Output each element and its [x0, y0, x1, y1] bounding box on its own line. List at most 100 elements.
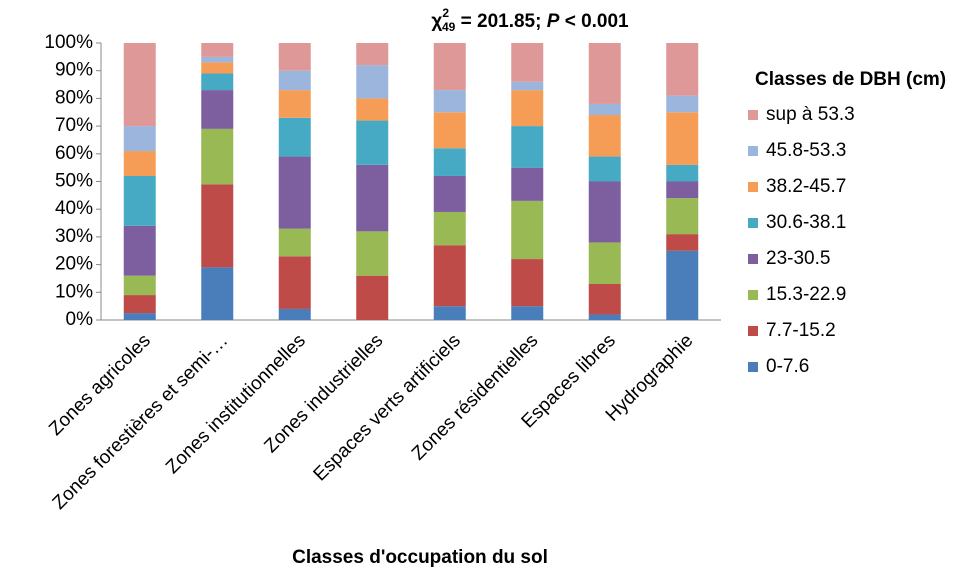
- bar-segment: [356, 231, 389, 276]
- y-tick-label: 100%: [44, 32, 93, 53]
- y-tick-label: 0%: [66, 309, 94, 330]
- x-axis-label: Classes d'occupation du sol: [292, 547, 548, 568]
- bar-segment: [511, 81, 544, 91]
- bar-segment: [666, 43, 699, 96]
- bar-segment: [123, 151, 156, 176]
- title-part: = 201.85;: [455, 11, 546, 32]
- bar-segment: [666, 250, 699, 320]
- bar-segment: [433, 211, 466, 246]
- bar-segment: [666, 198, 699, 235]
- y-tick-label: 90%: [55, 60, 93, 81]
- bar-segment: [511, 259, 544, 307]
- bar-segment: [278, 117, 311, 157]
- bar-segment: [278, 156, 311, 229]
- bar-segment: [201, 90, 234, 129]
- bar-segment: [588, 115, 621, 157]
- bar-segment: [123, 225, 156, 276]
- bar-segment: [356, 65, 389, 99]
- bar-segment: [123, 126, 156, 152]
- bar-segment: [201, 62, 234, 74]
- bar-segment: [433, 148, 466, 176]
- legend-swatch: [748, 146, 758, 156]
- y-tick-label: 50%: [55, 171, 93, 192]
- x-tick-label: Zones résidentielles: [408, 330, 542, 464]
- bar-segment: [123, 175, 156, 226]
- bar-segment: [201, 267, 234, 320]
- bar-segment: [278, 70, 311, 91]
- bar-segment: [201, 128, 234, 185]
- bar-segment: [511, 126, 544, 168]
- y-tick-label: 40%: [55, 198, 93, 219]
- legend-swatch: [748, 182, 758, 192]
- legend-label: 23-30.5: [766, 248, 830, 269]
- y-tick-label: 60%: [55, 143, 93, 164]
- legend-swatch: [748, 218, 758, 228]
- bar-segment: [201, 184, 234, 268]
- title-part: < 0.001: [559, 11, 629, 32]
- bar-segment: [666, 234, 699, 251]
- bar-segment: [666, 164, 699, 182]
- bar-segment: [588, 314, 621, 320]
- bar-segment: [588, 43, 621, 104]
- bar-segment: [123, 275, 156, 296]
- y-tick-label: 70%: [55, 115, 93, 136]
- legend-label: 45.8-53.3: [766, 140, 846, 161]
- x-tick-label: Espaces verts artificiels: [310, 330, 465, 485]
- bar-segment: [278, 43, 311, 71]
- bar-segment: [201, 73, 234, 91]
- y-tick-label: 20%: [55, 254, 93, 275]
- bar-segment: [666, 181, 699, 199]
- bar-segment: [433, 90, 466, 113]
- x-tick-label: Zones institutionnelles: [162, 330, 310, 478]
- legend-swatch: [748, 362, 758, 372]
- title-part: χ: [431, 11, 442, 32]
- bar-segment: [356, 98, 389, 121]
- chart-title: χ2 49 = 201.85; P < 0.001: [431, 6, 629, 34]
- legend-label: 30.6-38.1: [766, 212, 846, 233]
- bar-segment: [666, 112, 699, 165]
- bar-segment: [433, 43, 466, 91]
- bar-segment: [433, 112, 466, 149]
- bar-segment: [588, 242, 621, 284]
- bar-segment: [433, 175, 466, 212]
- legend-swatch: [748, 254, 758, 264]
- legend-label: 15.3-22.9: [766, 284, 846, 305]
- bar-segment: [278, 256, 311, 309]
- legend-swatch: [748, 290, 758, 300]
- bar-segment: [666, 95, 699, 113]
- bar-segment: [201, 43, 234, 57]
- bar-segment: [123, 295, 156, 314]
- legend-label: 38.2-45.7: [766, 176, 846, 197]
- bar-segment: [433, 245, 466, 307]
- bar-segment: [123, 43, 156, 127]
- bar-segment: [278, 90, 311, 118]
- bar-segment: [278, 308, 311, 320]
- bar-segment: [588, 181, 621, 243]
- legend-label: 0-7.6: [766, 356, 809, 377]
- bar-segment: [201, 56, 234, 63]
- title-part: P: [547, 11, 560, 32]
- bar-segment: [511, 90, 544, 127]
- bar-segment: [588, 103, 621, 116]
- bar-segment: [356, 43, 389, 66]
- legend-title: Classes de DBH (cm): [755, 69, 946, 90]
- y-tick-label: 30%: [55, 226, 93, 247]
- legend-swatch: [748, 326, 758, 336]
- legend-swatch: [748, 110, 758, 120]
- legend-label: 7.7-15.2: [766, 320, 836, 341]
- bar-segment: [433, 306, 466, 320]
- bar-segment: [588, 283, 621, 315]
- bar-segment: [511, 306, 544, 320]
- y-tick-label: 80%: [55, 87, 93, 108]
- bar-segment: [356, 120, 389, 165]
- bar-segment: [511, 200, 544, 260]
- bar-segment: [511, 167, 544, 201]
- bar-segment: [356, 164, 389, 232]
- bar-segment: [123, 313, 156, 320]
- title-part: 2: [442, 6, 449, 20]
- bar-segment: [278, 228, 311, 257]
- title-part: 49: [442, 20, 456, 34]
- legend-label: sup à 53.3: [766, 104, 855, 125]
- bar-segment: [511, 43, 544, 82]
